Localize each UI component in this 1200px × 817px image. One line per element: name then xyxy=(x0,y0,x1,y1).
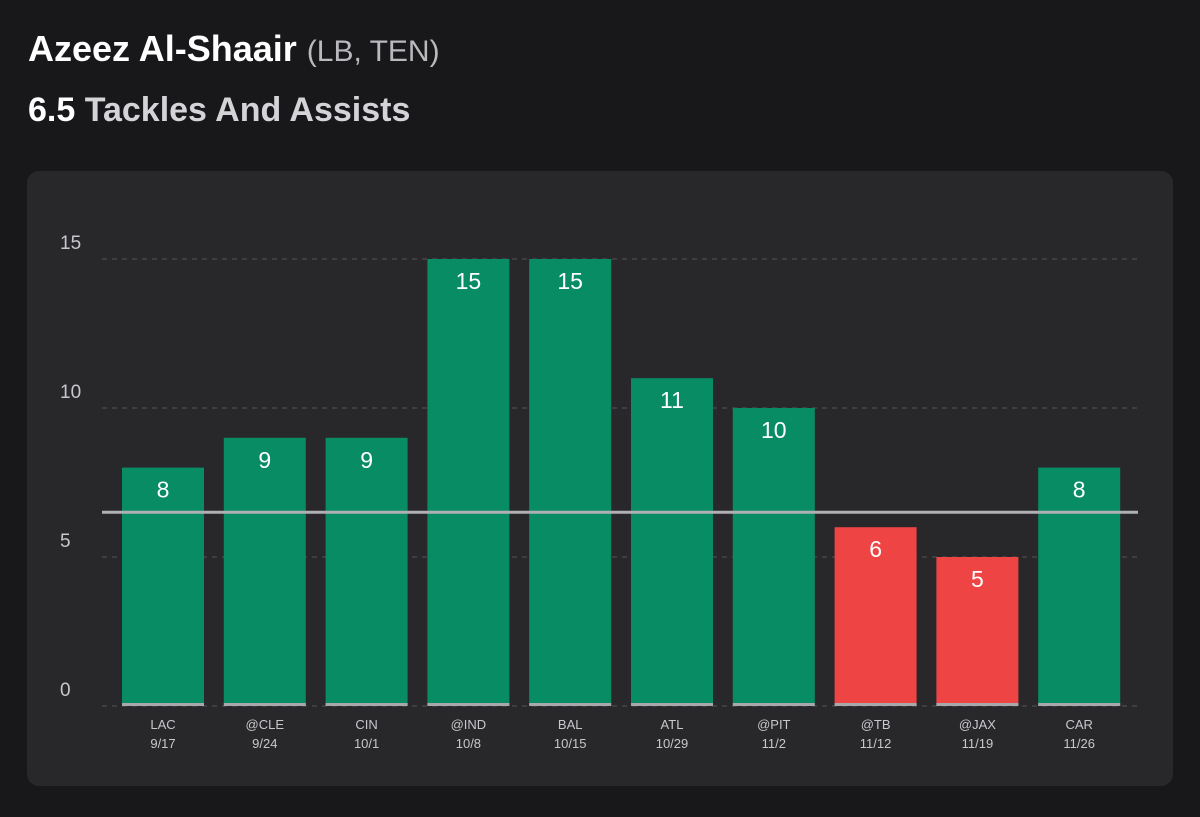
bar-@PIT xyxy=(732,408,815,706)
bar-value-label: 10 xyxy=(761,417,787,443)
x-date-label: 11/2 xyxy=(762,736,786,751)
x-date-label: 11/19 xyxy=(962,736,994,751)
bar-CIN xyxy=(325,437,408,706)
bar-base-ATL xyxy=(631,703,713,706)
x-category-label: CAR xyxy=(1065,717,1092,732)
x-date-label: 9/24 xyxy=(252,736,277,751)
chart-title: Azeez Al-Shaair (LB, TEN) xyxy=(28,26,440,75)
bar-value-label: 5 xyxy=(971,566,984,592)
x-date-label: 9/17 xyxy=(150,736,175,751)
bar-value-label: 11 xyxy=(660,387,684,413)
x-category-label: LAC xyxy=(150,717,175,732)
y-tick-label-0: 0 xyxy=(60,680,71,701)
bar-base-CIN xyxy=(325,703,408,706)
bar-value-label: 15 xyxy=(456,268,482,294)
bar-@TB xyxy=(834,527,917,706)
bar-CAR xyxy=(1038,467,1121,706)
x-category-label: @JAX xyxy=(959,717,996,732)
bar-@JAX xyxy=(936,557,1019,706)
y-tick-label-15: 15 xyxy=(60,233,81,254)
bar-base-@PIT xyxy=(732,703,815,706)
x-date-label: 11/26 xyxy=(1063,736,1095,751)
y-tick-label-10: 10 xyxy=(60,382,81,403)
x-date-label: 10/8 xyxy=(456,736,481,751)
bar-@CLE xyxy=(223,437,306,706)
x-date-label: 10/29 xyxy=(656,736,689,751)
bar-value-label: 9 xyxy=(258,447,271,473)
bar-base-CAR xyxy=(1038,703,1121,706)
bar-base-@IND xyxy=(427,703,510,706)
bar-@IND xyxy=(427,259,510,706)
bar-base-BAL xyxy=(529,703,612,706)
x-category-label: @TB xyxy=(861,717,891,732)
bar-value-label: 8 xyxy=(157,477,170,503)
x-date-label: 10/15 xyxy=(554,736,587,751)
x-category-label: @CLE xyxy=(246,717,285,732)
bar-value-label: 6 xyxy=(869,536,882,562)
prop-stat-name: Tackles And Assists xyxy=(84,91,411,129)
bar-base-@JAX xyxy=(936,703,1019,706)
player-name: Azeez Al-Shaair xyxy=(28,28,297,69)
bar-base-@TB xyxy=(834,703,917,706)
x-category-label: ATL xyxy=(661,717,684,732)
x-category-label: @IND xyxy=(451,717,487,732)
x-date-label: 11/12 xyxy=(860,736,892,751)
x-category-label: BAL xyxy=(558,717,583,732)
player-position-team: (LB, TEN) xyxy=(306,35,440,68)
bar-chart: 0 5 10 15 8 LAC 9/17 9 @CLE 9/24 9 CIN 10/1 15 @IND 10/… xyxy=(60,233,1138,751)
bar-value-label: 15 xyxy=(557,268,583,294)
bar-value-label: 9 xyxy=(360,447,373,473)
bar-base-@CLE xyxy=(223,703,306,706)
x-category-label: CIN xyxy=(355,717,377,732)
bar-LAC xyxy=(122,467,204,706)
bar-value-label: 8 xyxy=(1073,477,1086,503)
prop-line-value: 6.5 xyxy=(28,91,76,129)
x-date-label: 10/1 xyxy=(354,736,379,751)
header: Azeez Al-Shaair (LB, TEN) 6.5 Tackles An… xyxy=(28,26,440,133)
chart-card: 0 5 10 15 8 LAC 9/17 9 @CLE 9/24 9 CIN 10/1 15 @IND 10/… xyxy=(27,171,1173,786)
y-tick-label-5: 5 xyxy=(60,531,71,552)
bar-base-LAC xyxy=(122,703,204,706)
x-category-label: @PIT xyxy=(757,717,790,732)
bar-ATL xyxy=(631,378,713,706)
bar-BAL xyxy=(529,259,612,706)
chart-subtitle: 6.5 Tackles And Assists xyxy=(28,87,440,133)
